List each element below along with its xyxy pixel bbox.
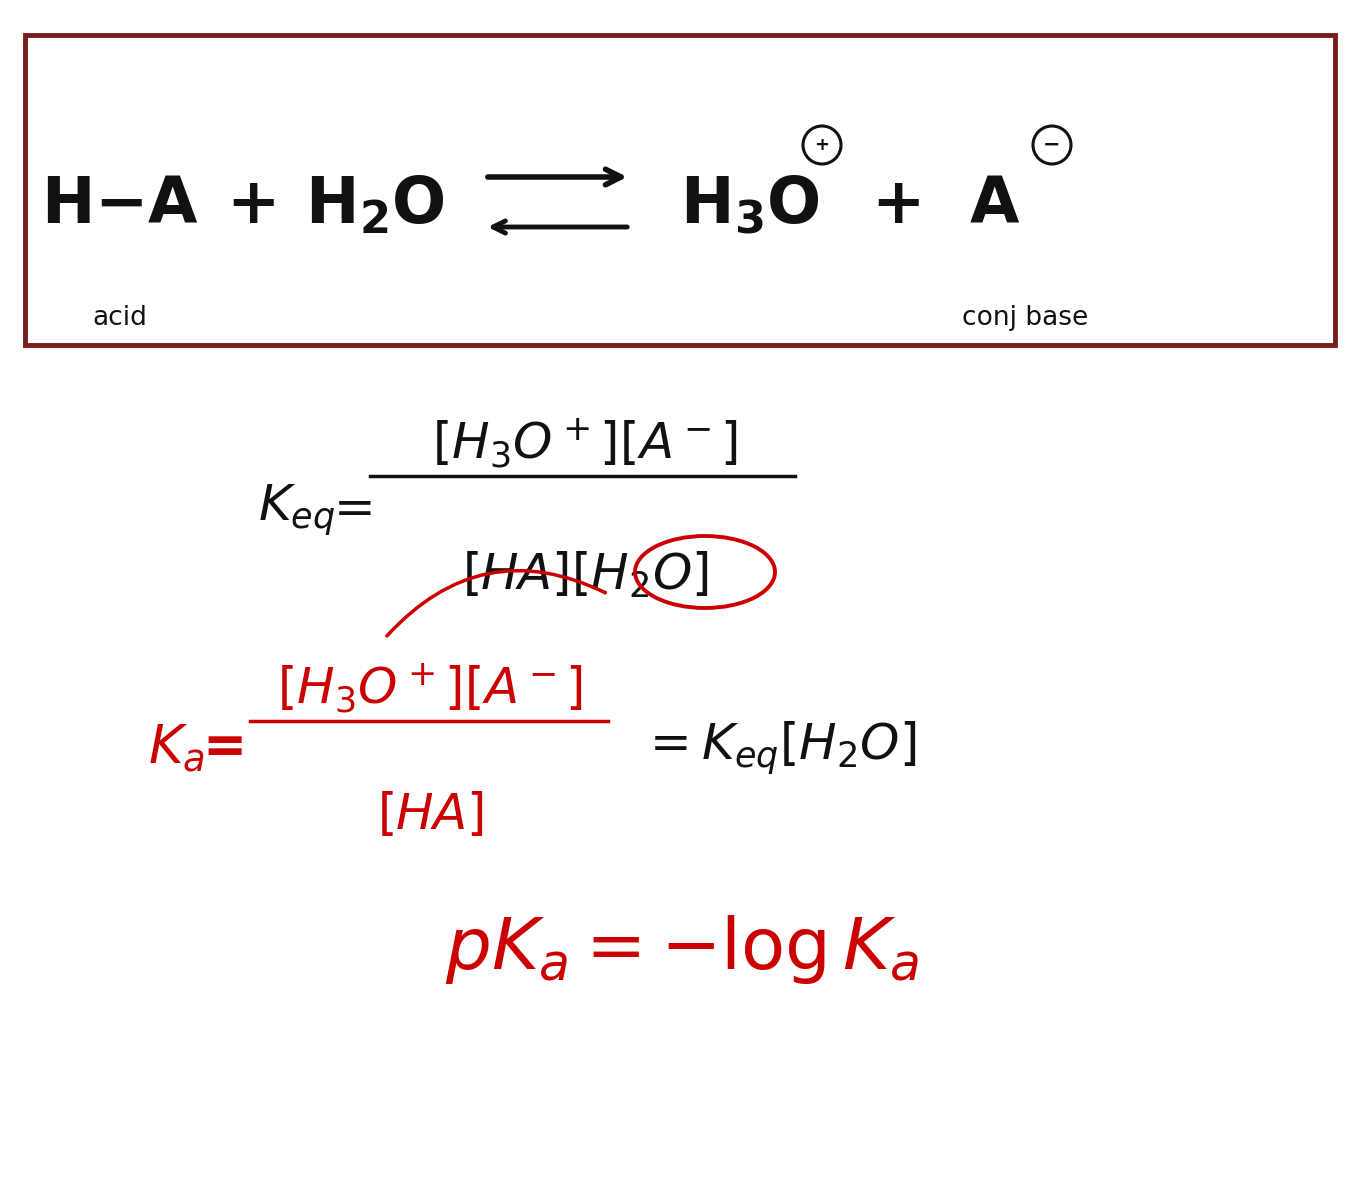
Text: −: −	[1043, 134, 1060, 155]
Text: conj base: conj base	[962, 305, 1088, 331]
Text: $[HA]$: $[HA]$	[376, 790, 484, 839]
Text: $[HA][H_2O]$: $[HA][H_2O]$	[462, 550, 709, 600]
Text: $\bf{+}$: $\bf{+}$	[226, 174, 274, 236]
Text: $K_{eq}$: $K_{eq}$	[258, 482, 335, 538]
Text: $[H_3O^+][A^-]$: $[H_3O^+][A^-]$	[432, 416, 737, 470]
Text: $\bf{+}$: $\bf{+}$	[871, 174, 920, 236]
Text: =: =	[203, 722, 247, 774]
Text: $\bf{H_3O}$: $\bf{H_3O}$	[680, 174, 821, 236]
FancyArrowPatch shape	[387, 570, 605, 636]
Text: $\bf{H{-}A}$: $\bf{H{-}A}$	[41, 174, 199, 236]
Text: $\bf{H_2O}$: $\bf{H_2O}$	[305, 174, 444, 236]
Text: acid: acid	[93, 305, 147, 331]
Text: $pK_a = {-}\log K_a$: $pK_a = {-}\log K_a$	[444, 913, 919, 986]
Text: +: +	[815, 136, 830, 154]
Text: $= K_{eq}[H_2O]$: $= K_{eq}[H_2O]$	[641, 720, 916, 776]
Text: =: =	[334, 486, 376, 534]
Text: $\bf{A}$: $\bf{A}$	[969, 174, 1021, 236]
Text: $[H_3O^+][A^-]$: $[H_3O^+][A^-]$	[277, 661, 583, 715]
FancyBboxPatch shape	[25, 35, 1334, 344]
Text: $K_a$: $K_a$	[149, 722, 204, 774]
